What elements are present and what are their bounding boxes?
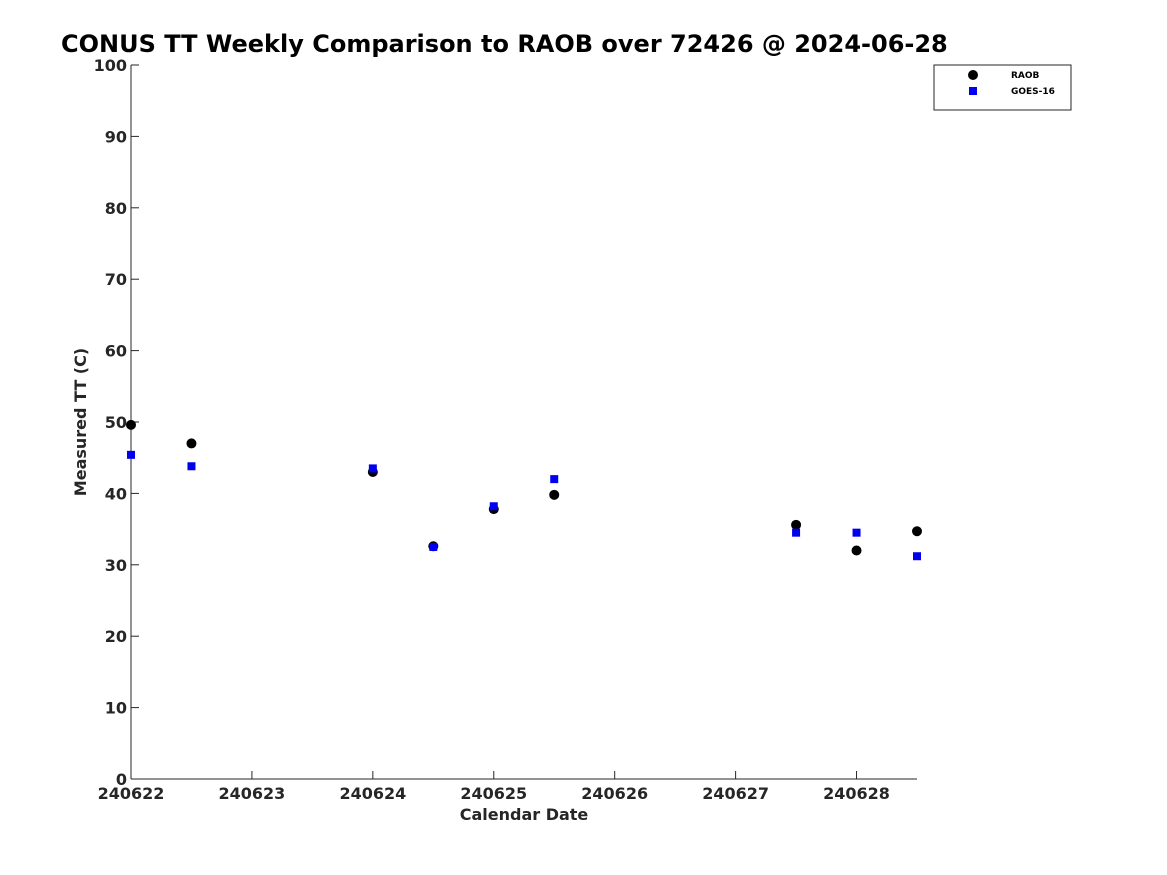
legend-label: GOES-16 [1011, 87, 1055, 97]
goes-16-point [852, 528, 861, 537]
y-axis-label: Measured TT (C) [71, 348, 90, 496]
x-tick-label: 240625 [460, 784, 527, 803]
goes-16-point [489, 502, 498, 511]
y-tick-label: 80 [105, 199, 127, 218]
legend: RAOB GOES-16 [933, 64, 1072, 111]
x-tick-label: 240622 [98, 784, 165, 803]
raob-point [549, 489, 560, 500]
goes-16-point [792, 528, 801, 537]
y-tick-label: 70 [105, 270, 127, 289]
goes-16-point [187, 462, 196, 471]
x-axis-label: Calendar Date [460, 805, 589, 824]
raob-point [912, 526, 922, 537]
y-tick-label: 20 [105, 627, 127, 646]
raob-point [791, 519, 802, 530]
y-tick-label: 30 [105, 556, 127, 575]
raob-point [186, 438, 197, 449]
y-tick-label: 40 [105, 484, 127, 503]
x-tick-label: 240627 [702, 784, 769, 803]
goes-16-point [550, 475, 559, 484]
y-tick-label: 0 [116, 770, 127, 789]
chart-title: CONUS TT Weekly Comparison to RAOB over … [61, 30, 948, 58]
goes-16-point [429, 542, 438, 551]
goes-16-point [368, 464, 377, 473]
x-axis-ticks: 240622 240623 240624 240625 240626 240627 2406… [98, 771, 890, 803]
y-axis-ticks: 0 10 20 30 40 50 60 70 80 90 100 [94, 56, 139, 789]
legend-marker [968, 70, 978, 80]
raob-point [851, 545, 862, 556]
legend-label: RAOB [1011, 71, 1040, 81]
y-tick-label: 100 [94, 56, 127, 75]
legend-box [933, 64, 1072, 111]
x-tick-label: 240624 [339, 784, 406, 803]
goes-16-point [913, 552, 921, 561]
x-tick-label: 240626 [581, 784, 648, 803]
raob-point [126, 419, 136, 430]
goes-16-point [127, 450, 135, 459]
y-tick-label: 50 [105, 413, 127, 432]
y-tick-label: 60 [105, 342, 127, 361]
x-tick-label: 240623 [219, 784, 286, 803]
legend-marker [969, 87, 977, 95]
data-points [126, 419, 922, 561]
y-tick-label: 90 [105, 127, 127, 146]
y-tick-label: 10 [105, 699, 127, 718]
axes [130, 65, 917, 780]
x-tick-label: 240628 [823, 784, 890, 803]
